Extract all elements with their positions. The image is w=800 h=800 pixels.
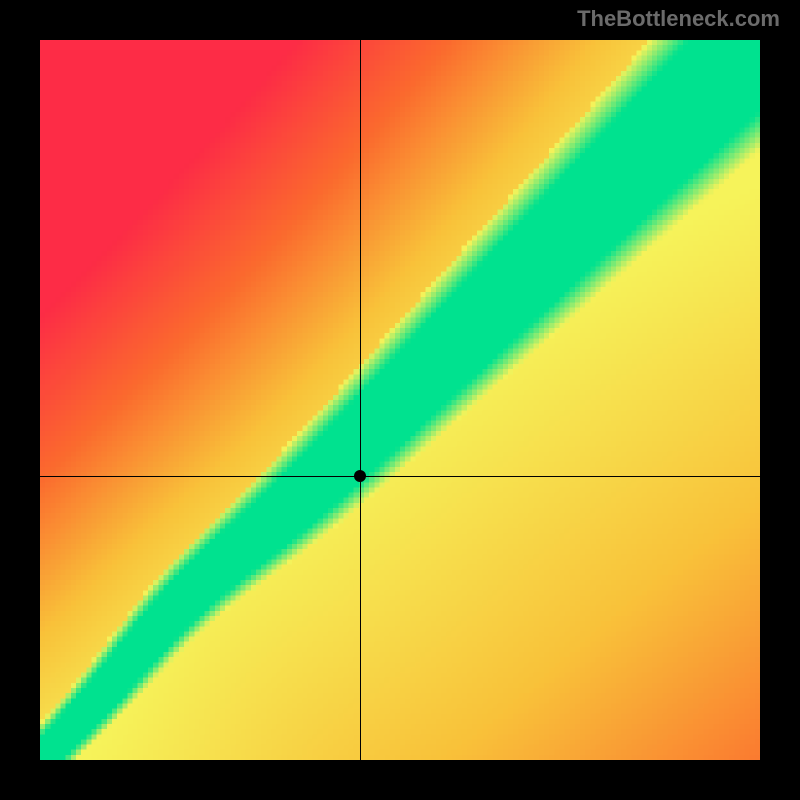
crosshair-horizontal bbox=[40, 476, 760, 477]
heatmap-canvas bbox=[40, 40, 760, 760]
crosshair-vertical bbox=[360, 40, 361, 760]
plot-area bbox=[40, 40, 760, 760]
crosshair-marker bbox=[354, 470, 366, 482]
watermark-text: TheBottleneck.com bbox=[577, 6, 780, 32]
chart-container: TheBottleneck.com bbox=[0, 0, 800, 800]
